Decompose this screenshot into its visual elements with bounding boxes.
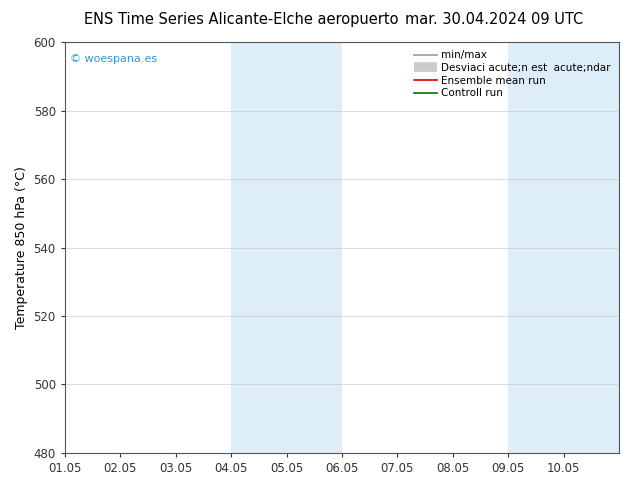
Text: ENS Time Series Alicante-Elche aeropuerto: ENS Time Series Alicante-Elche aeropuert… (84, 12, 398, 27)
Text: © woespana.es: © woespana.es (70, 54, 157, 64)
Text: mar. 30.04.2024 09 UTC: mar. 30.04.2024 09 UTC (405, 12, 584, 27)
Y-axis label: Temperature 850 hPa (°C): Temperature 850 hPa (°C) (15, 166, 28, 329)
Legend: min/max, Desviaci acute;n est  acute;ndar, Ensemble mean run, Controll run: min/max, Desviaci acute;n est acute;ndar… (411, 47, 614, 101)
Bar (231, 42, 342, 453)
Bar (508, 42, 619, 453)
